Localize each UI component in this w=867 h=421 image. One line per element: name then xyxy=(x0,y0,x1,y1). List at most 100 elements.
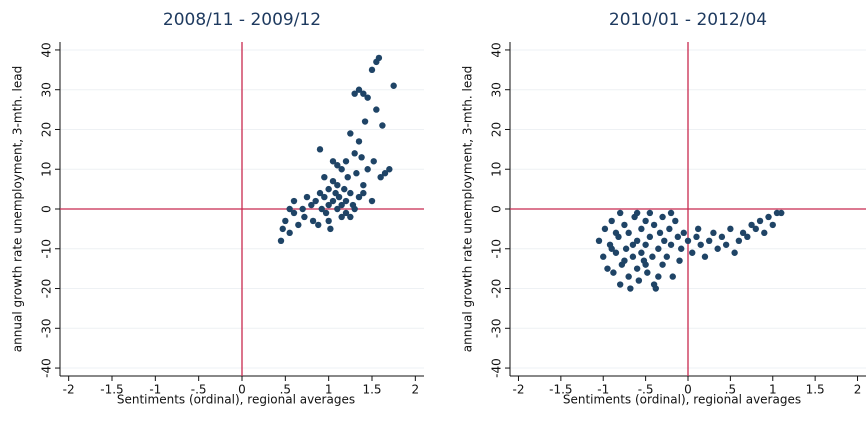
y-axis-title: annual growth rate unemployment, 3-mth. … xyxy=(11,66,25,352)
x-tick-label: 1 xyxy=(325,383,333,397)
point xyxy=(656,229,664,237)
point xyxy=(655,273,662,280)
point xyxy=(360,90,367,97)
point xyxy=(680,229,687,237)
y-tick-label: -20 xyxy=(40,279,54,299)
point xyxy=(661,237,668,245)
point xyxy=(316,189,324,197)
x-tick-label: -.5 xyxy=(191,383,207,397)
point xyxy=(744,233,751,241)
point xyxy=(286,205,293,213)
point xyxy=(595,237,603,245)
point xyxy=(325,185,332,193)
point xyxy=(373,106,380,113)
point xyxy=(652,285,659,292)
point xyxy=(358,154,365,161)
x-tick-label: .5 xyxy=(280,383,291,397)
x-tick-label: 2 xyxy=(412,383,420,397)
point xyxy=(727,225,734,233)
x-tick-label: -1.5 xyxy=(100,383,123,397)
point xyxy=(610,269,617,276)
point xyxy=(303,193,311,201)
y-tick-label: 30 xyxy=(490,82,504,97)
point xyxy=(338,213,345,221)
point xyxy=(629,253,637,260)
point xyxy=(672,217,679,225)
point xyxy=(318,205,325,213)
point xyxy=(329,158,337,165)
y-tick-label: 20 xyxy=(490,122,504,137)
x-tick-label: 1.5 xyxy=(362,383,381,397)
point xyxy=(705,237,713,245)
point xyxy=(355,86,363,93)
point xyxy=(377,173,384,181)
point xyxy=(316,146,324,153)
x-tick-label: 1 xyxy=(769,383,777,397)
y-tick-label: -10 xyxy=(40,239,54,259)
point xyxy=(355,138,363,145)
point xyxy=(329,197,337,205)
point xyxy=(335,193,343,201)
point xyxy=(608,245,615,252)
point xyxy=(635,277,643,284)
point xyxy=(353,170,360,177)
point xyxy=(322,209,330,217)
point xyxy=(361,118,369,125)
point xyxy=(642,241,649,248)
point xyxy=(347,189,354,197)
x-tick-label: -1 xyxy=(149,383,161,397)
point xyxy=(748,221,755,229)
point xyxy=(629,241,637,248)
x-axis-title: Sentiments (ordinal), regional averages xyxy=(117,393,355,407)
point xyxy=(608,217,615,225)
point xyxy=(621,257,628,264)
point xyxy=(309,217,317,225)
point xyxy=(612,229,620,237)
x-tick-label: 1.5 xyxy=(806,383,825,397)
point xyxy=(342,197,350,205)
point xyxy=(355,193,363,201)
point xyxy=(612,249,620,256)
point xyxy=(666,225,673,233)
x-tick-label: 0 xyxy=(238,383,246,397)
y-tick-label: 0 xyxy=(490,205,504,213)
point xyxy=(655,245,662,252)
point xyxy=(689,249,696,256)
point xyxy=(299,205,306,213)
point xyxy=(649,253,656,260)
point xyxy=(752,225,760,233)
point xyxy=(714,245,721,252)
x-tick-label: -1 xyxy=(597,383,609,397)
point xyxy=(646,209,654,217)
x-tick-label: .5 xyxy=(725,383,736,397)
point xyxy=(633,209,641,217)
point xyxy=(347,130,354,137)
y-tick-label: 30 xyxy=(40,82,54,97)
point xyxy=(334,181,341,189)
point xyxy=(351,205,358,213)
point xyxy=(765,213,772,221)
point xyxy=(351,150,358,157)
point xyxy=(334,162,341,169)
point xyxy=(321,173,328,181)
point xyxy=(327,225,334,233)
point xyxy=(739,229,747,237)
y-tick-label: 10 xyxy=(40,162,54,177)
point xyxy=(321,193,328,201)
point xyxy=(761,229,768,237)
point xyxy=(718,233,726,241)
point xyxy=(697,241,704,248)
point xyxy=(600,253,607,260)
point xyxy=(667,241,675,248)
x-tick-label: -1.5 xyxy=(549,383,572,397)
point xyxy=(659,261,666,268)
point xyxy=(375,54,383,62)
point xyxy=(693,233,700,241)
point xyxy=(627,285,634,292)
point xyxy=(604,265,611,272)
point xyxy=(616,209,624,217)
point xyxy=(368,66,376,74)
point xyxy=(325,217,332,225)
point xyxy=(633,237,641,245)
y-tick-label: -30 xyxy=(40,318,54,338)
